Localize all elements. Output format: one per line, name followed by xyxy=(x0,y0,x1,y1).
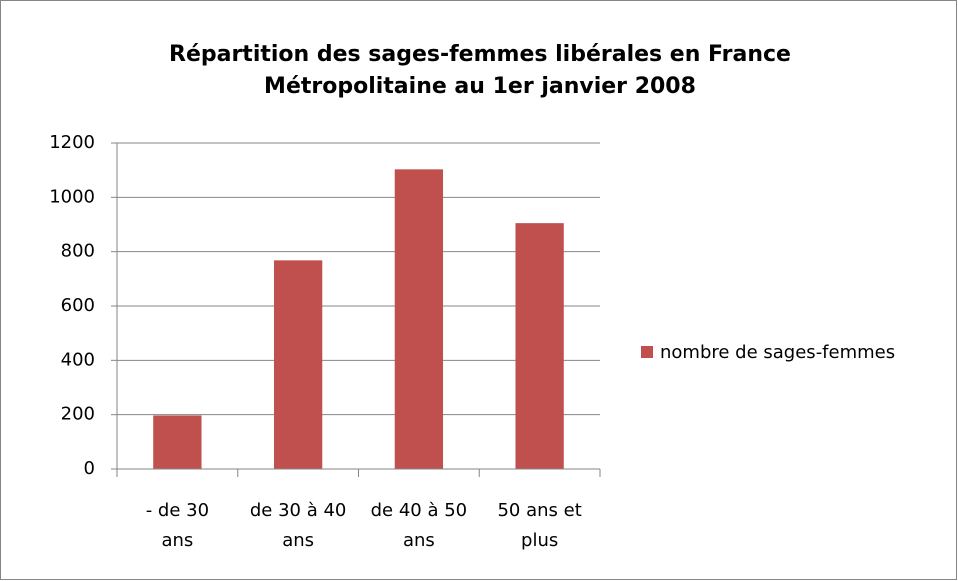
y-tick-label: 1200 xyxy=(49,132,95,153)
y-tick-label: 200 xyxy=(61,404,95,425)
x-tick-label: 50 ans et plus xyxy=(497,500,581,551)
bar xyxy=(515,223,564,469)
bar xyxy=(394,169,444,469)
legend-swatch xyxy=(641,346,653,358)
x-tick-label: - de 30 ans xyxy=(146,500,209,551)
y-tick-label: 0 xyxy=(84,458,95,479)
x-tick-label: de 40 à 50 ans xyxy=(371,500,468,551)
bar xyxy=(153,415,202,469)
x-tick-label: de 30 à 40 ans xyxy=(250,500,347,551)
y-tick-label: 800 xyxy=(61,241,95,262)
y-tick-label: 1000 xyxy=(49,186,95,207)
y-tick-label: 400 xyxy=(61,349,95,370)
chart-title: Répartition des sages-femmes libérales e… xyxy=(169,42,791,99)
y-tick-label: 600 xyxy=(61,295,95,316)
bar xyxy=(273,260,323,469)
legend-label: nombre de sages-femmes xyxy=(660,342,895,363)
